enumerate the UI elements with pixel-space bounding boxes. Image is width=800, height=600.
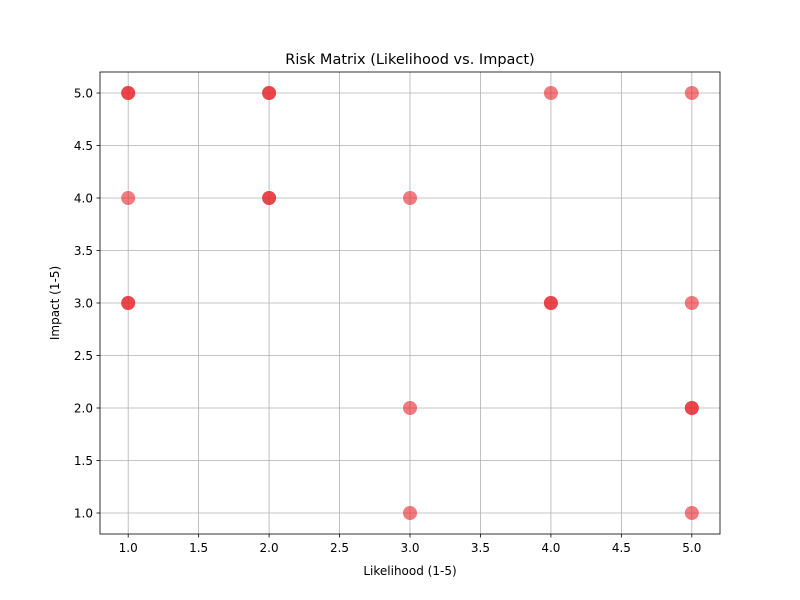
y-tick-label: 1.0	[74, 506, 93, 520]
data-point	[684, 86, 699, 100]
x-tick-label: 1.5	[189, 541, 208, 555]
y-tick-label: 2.5	[74, 349, 93, 363]
data-point	[684, 506, 699, 520]
chart-title: Risk Matrix (Likelihood vs. Impact)	[285, 52, 534, 68]
y-tick-label: 3.0	[74, 296, 93, 310]
y-axis-ticks: 1.0 1.5 2.0 2.5 3.0 3.5 4.0 4.5 5.0	[74, 86, 100, 520]
y-axis-title: Impact (1-5)	[48, 266, 62, 340]
x-tick-label: 4.0	[541, 541, 560, 555]
data-point	[121, 296, 136, 310]
x-axis-ticks: 1.0 1.5 2.0 2.5 3.0 3.5 4.0 4.5 5.0	[119, 534, 701, 555]
data-point	[121, 86, 136, 100]
data-point	[543, 86, 558, 100]
y-tick-label: 1.5	[74, 454, 93, 468]
y-tick-label: 3.5	[74, 244, 93, 258]
data-point	[684, 401, 699, 415]
x-tick-label: 3.0	[400, 541, 419, 555]
x-tick-label: 3.5	[471, 541, 490, 555]
y-tick-label: 5.0	[74, 86, 93, 100]
data-point	[403, 191, 417, 205]
data-point	[684, 296, 699, 310]
y-tick-label: 4.0	[74, 191, 93, 205]
data-point	[403, 506, 417, 520]
data-point	[262, 191, 277, 205]
scatter-points	[121, 86, 699, 520]
grid	[100, 72, 720, 534]
y-tick-label: 2.0	[74, 401, 93, 415]
x-tick-label: 4.5	[612, 541, 631, 555]
y-tick-label: 4.5	[74, 139, 93, 153]
data-point	[543, 296, 558, 310]
data-point	[403, 401, 417, 415]
x-tick-label: 2.5	[330, 541, 349, 555]
x-axis-title: Likelihood (1-5)	[363, 564, 456, 578]
x-tick-label: 5.0	[682, 541, 701, 555]
data-point	[121, 191, 136, 205]
x-tick-label: 1.0	[119, 541, 138, 555]
x-tick-label: 2.0	[260, 541, 279, 555]
data-point	[262, 86, 277, 100]
